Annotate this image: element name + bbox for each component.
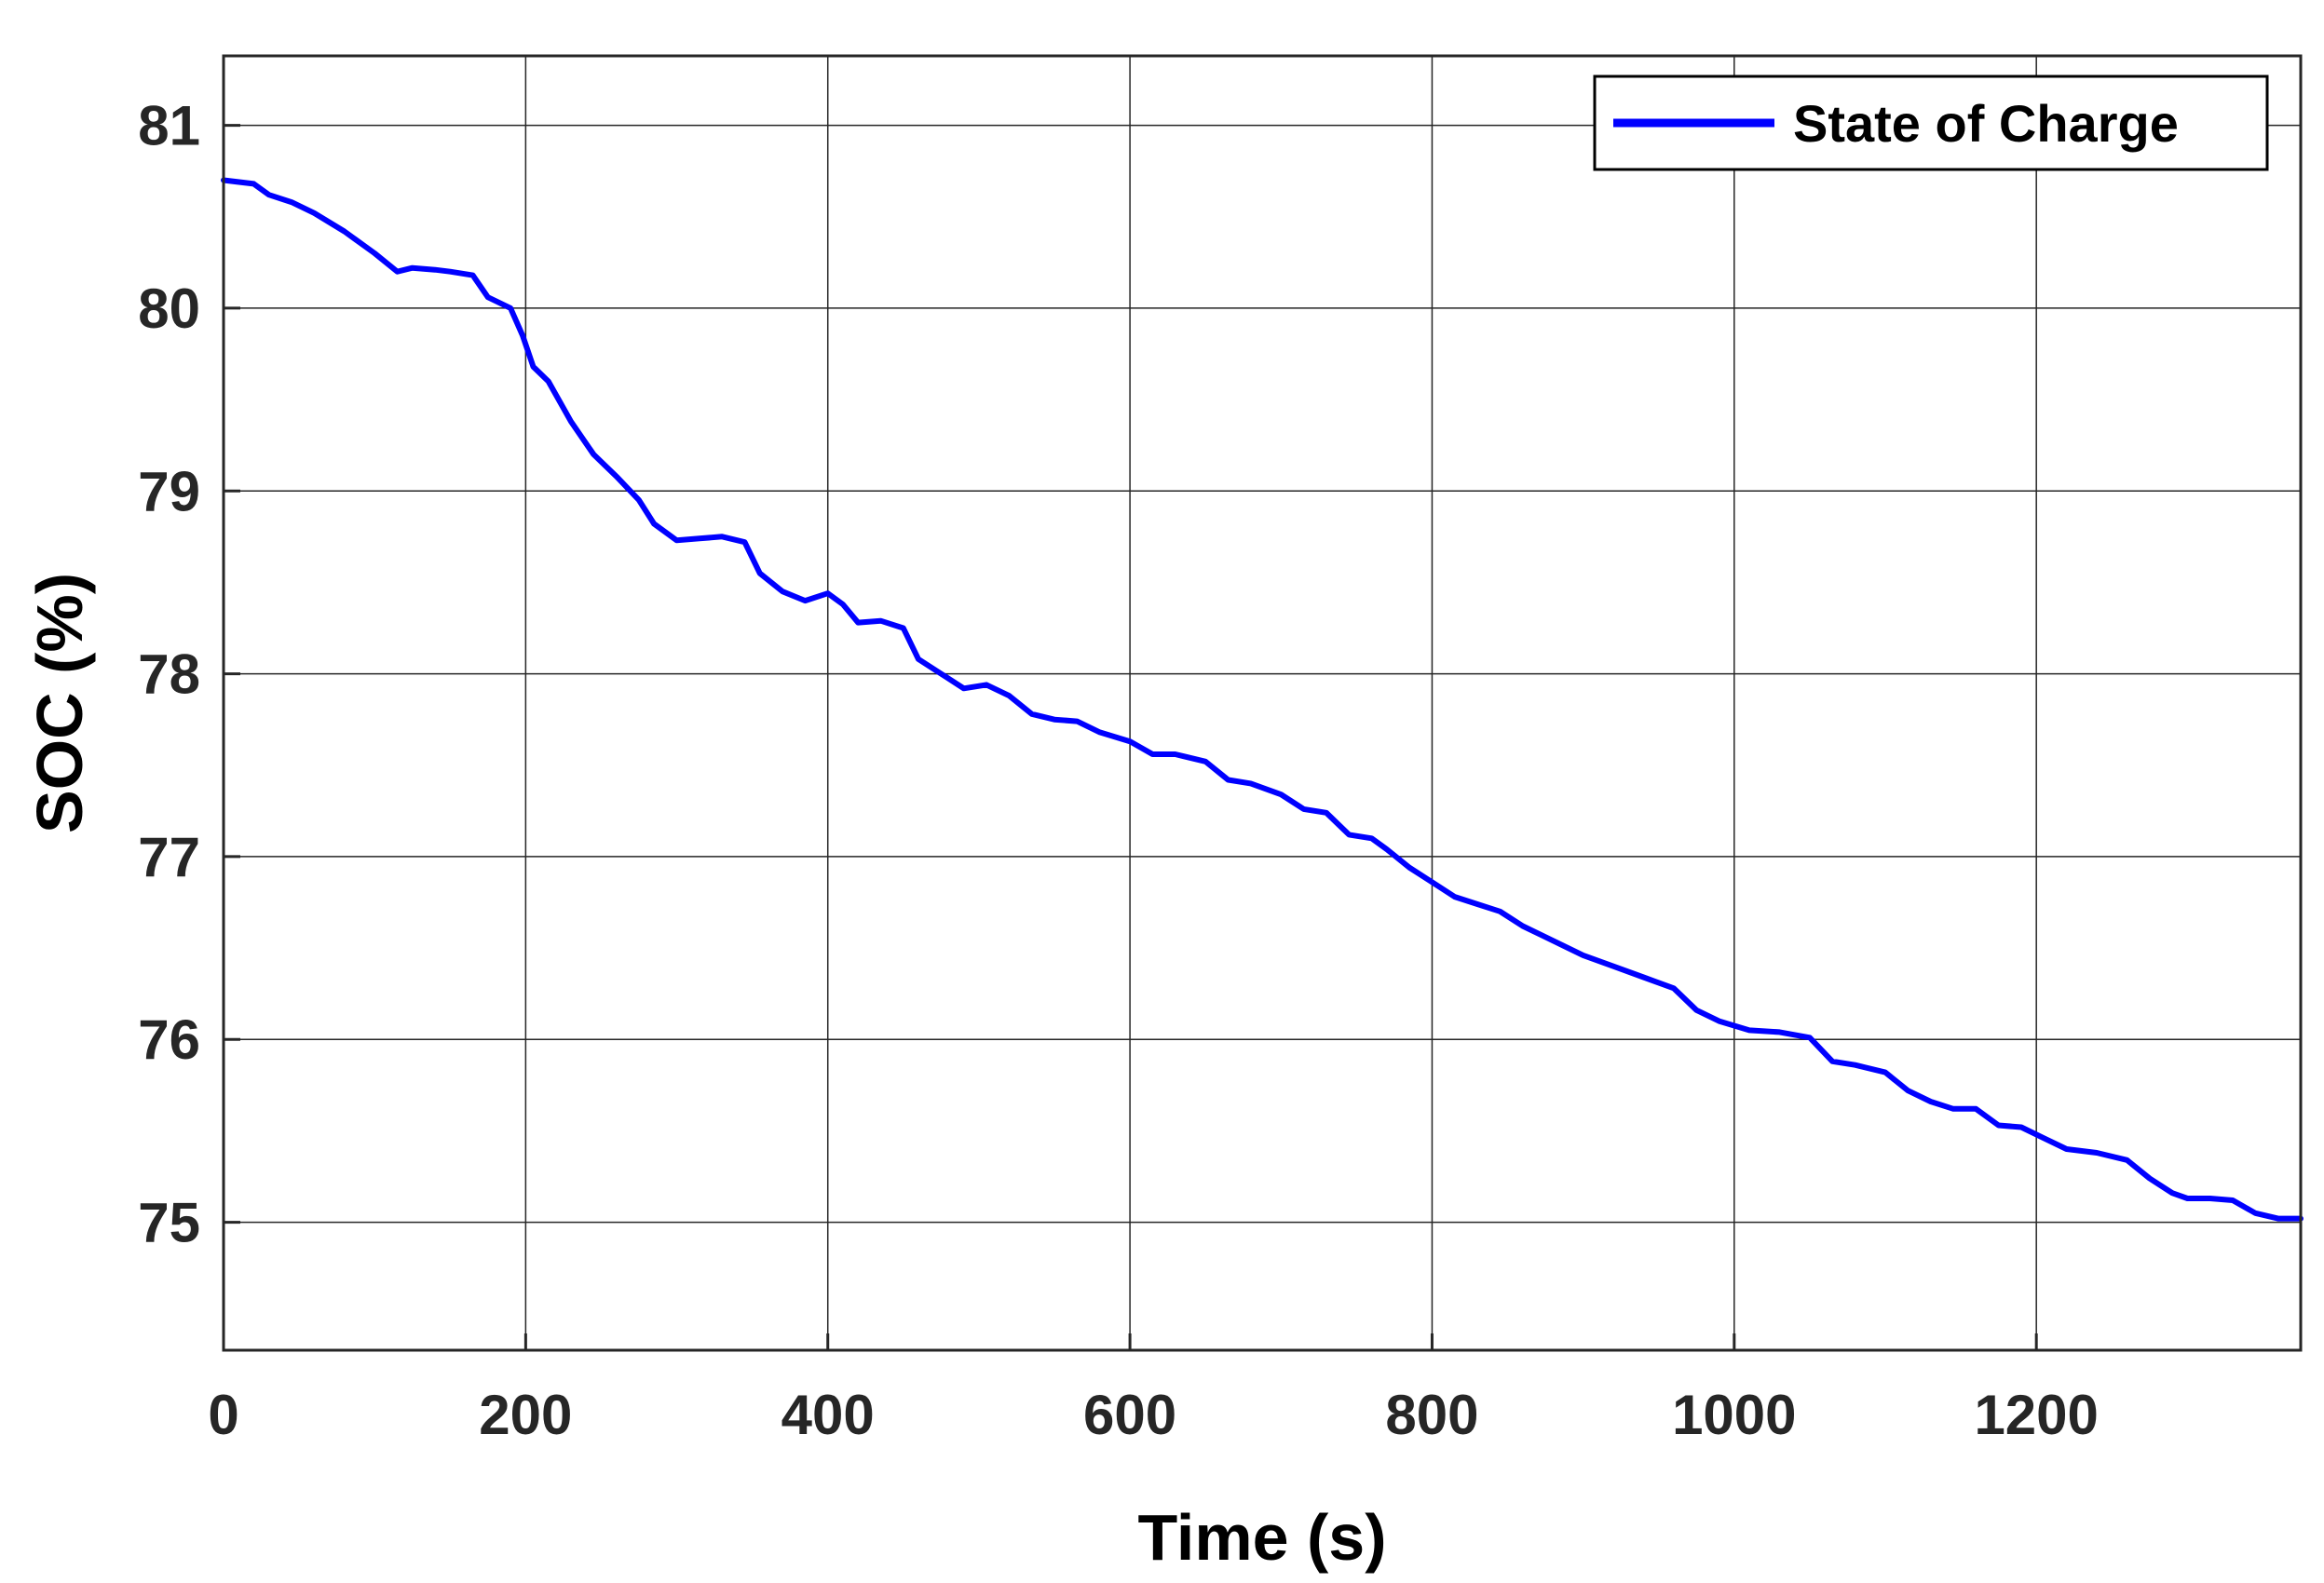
x-tick-label: 600 bbox=[1083, 1384, 1176, 1446]
x-tick-label: 1200 bbox=[1974, 1384, 2098, 1446]
y-tick-label: 78 bbox=[138, 643, 200, 706]
series-line-state-of-charge bbox=[221, 177, 2304, 1222]
y-tick-label: 79 bbox=[138, 460, 200, 522]
y-tick-label: 80 bbox=[138, 277, 200, 340]
plot-frame bbox=[222, 54, 2303, 1352]
x-tick-label: 800 bbox=[1385, 1384, 1478, 1446]
y-axis-title: SOC (%) bbox=[23, 573, 96, 833]
y-axis: 75 76 77 78 79 80 81 bbox=[138, 95, 240, 1254]
x-tick-label: 0 bbox=[208, 1384, 238, 1446]
grid-lines bbox=[224, 56, 2301, 1350]
x-tick-label: 400 bbox=[781, 1384, 875, 1446]
x-axis-title: Time (s) bbox=[1137, 1501, 1386, 1574]
plot-area bbox=[224, 56, 2301, 1350]
series-layer bbox=[221, 177, 2304, 1222]
y-tick-label: 76 bbox=[138, 1008, 200, 1071]
x-tick-label: 1000 bbox=[1672, 1384, 1796, 1446]
legend-label: State of Charge bbox=[1793, 94, 2179, 153]
y-tick-label: 77 bbox=[138, 826, 200, 888]
x-tick-label: 200 bbox=[479, 1384, 572, 1446]
y-tick-label: 81 bbox=[138, 95, 200, 157]
y-tick-label: 75 bbox=[138, 1192, 200, 1254]
x-axis: 0 200 400 600 800 1000 1200 bbox=[208, 1333, 2099, 1446]
legend: State of Charge bbox=[1593, 74, 2269, 171]
